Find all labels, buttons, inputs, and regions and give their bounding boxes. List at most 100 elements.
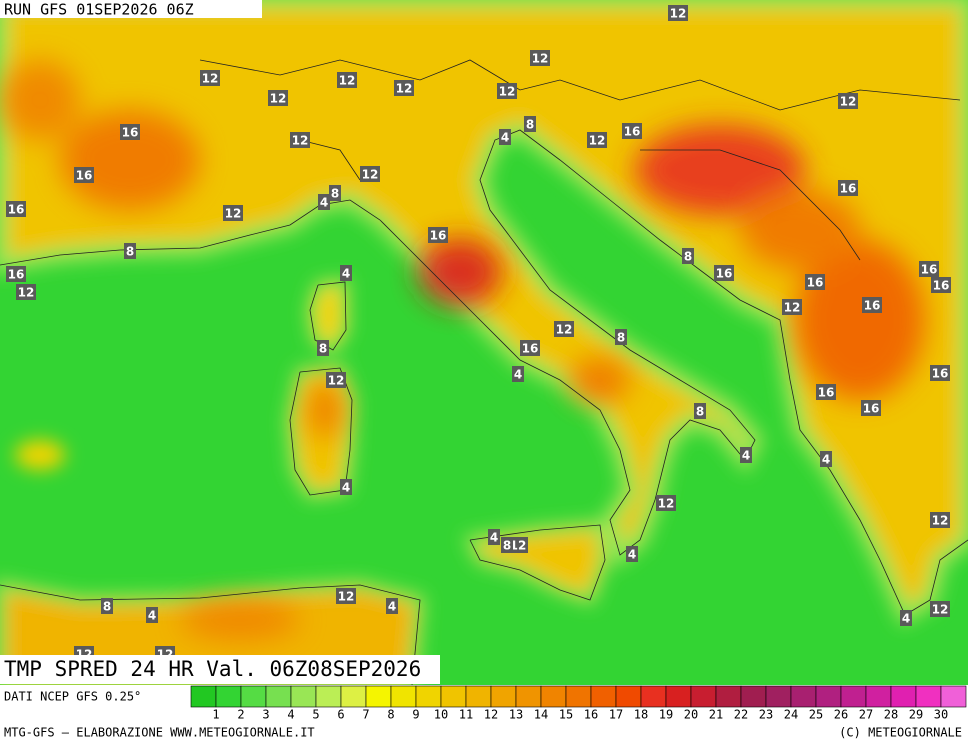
contour-label-box: [268, 90, 288, 106]
contour-label: 12: [589, 134, 606, 148]
contour-label: 4: [320, 196, 328, 210]
contour-label-box: [682, 248, 694, 264]
contour-label: 8: [503, 539, 511, 553]
contour-label-box: [16, 284, 36, 300]
contour-label: 8: [331, 187, 339, 201]
contour-label-box: [930, 512, 950, 528]
contour-label-box: [524, 116, 536, 132]
contour-label: 12: [932, 603, 949, 617]
contour-label-box: [512, 366, 524, 382]
colorbar-swatch: [465, 685, 492, 708]
run-label: RUN GFS 01SEP2026 06Z: [4, 1, 194, 19]
contour-label: 4: [822, 453, 830, 467]
colorbar-label: 15: [559, 708, 573, 722]
contour-label: 12: [362, 168, 379, 182]
colorbar-swatch: [865, 685, 892, 708]
contour-label-box: [816, 384, 836, 400]
contour-label-box: [326, 372, 346, 388]
colorbar-swatch: [390, 685, 417, 708]
contour-label-box: [919, 261, 939, 277]
colorbar-swatch: [890, 685, 917, 708]
contour-label: 8: [617, 331, 625, 345]
colorbar-swatch: [290, 685, 317, 708]
contour-label-box: [861, 400, 881, 416]
contour-label-box: [340, 265, 352, 281]
footer-right: (C) METEOGIORNALE: [839, 726, 962, 740]
colorbar-swatch: [365, 685, 392, 708]
colorbar-swatch: [740, 685, 767, 708]
contour-label-box: [318, 194, 330, 210]
contour-label-box: [626, 546, 638, 562]
contour-label: 16: [807, 276, 824, 290]
title-box: [0, 655, 440, 684]
contour-label: 8: [526, 118, 534, 132]
colorbar-label: 9: [412, 708, 419, 722]
colorbar-swatch: [765, 685, 792, 708]
colorbar-swatch: [190, 685, 217, 708]
hot-area: [570, 358, 630, 402]
contour-label-box: [862, 297, 882, 313]
contour-label-box: [838, 93, 858, 109]
colorbar-swatch: [690, 685, 717, 708]
colorbar-swatch: [540, 685, 567, 708]
contour-label-box: [223, 205, 243, 221]
contour-label-box: [714, 265, 734, 281]
contour-label: 4: [342, 481, 350, 495]
contour-label-box: [930, 601, 950, 617]
contour-label-box: [74, 167, 94, 183]
contour-label: 12: [339, 74, 356, 88]
contour-label-box: [428, 227, 448, 243]
colorbar-swatch: [615, 685, 642, 708]
colorbar-swatch: [815, 685, 842, 708]
colorbar-swatch: [565, 685, 592, 708]
islet: [15, 440, 65, 470]
colorbar-label: 18: [634, 708, 648, 722]
colorbar-label: 12: [484, 708, 498, 722]
contour-label: 4: [501, 131, 509, 145]
hot-area: [740, 190, 860, 270]
contour-label-box: [530, 50, 550, 66]
colorbar-swatch: [440, 685, 467, 708]
colorbar-swatch: [590, 685, 617, 708]
colorbar-swatch: [415, 685, 442, 708]
colorbar: 1 2 3 4 5 6 7 8 9 10 11 12 13 14 15 16 17 18 19 20 21 22 23 24 2…: [190, 685, 967, 722]
colorbar-swatch: [215, 685, 242, 708]
colorbar-label: 17: [609, 708, 623, 722]
contour-label: 12: [658, 497, 675, 511]
colorbar-label: 24: [784, 708, 798, 722]
contour-label: 4: [514, 368, 522, 382]
contour-label-box: [386, 598, 398, 614]
colorbar-label: 1: [212, 708, 219, 722]
contour-label: 12: [784, 301, 801, 315]
contour-label: 16: [818, 386, 835, 400]
contour-label-box: [668, 5, 688, 21]
hot-area: [418, 238, 502, 306]
contour-label: 12: [225, 207, 242, 221]
contour-label-box: [101, 598, 113, 614]
contour-label-box: [694, 403, 706, 419]
contour-label: 4: [388, 600, 396, 614]
colorbar-swatch: [315, 685, 342, 708]
contour-label: 16: [8, 268, 25, 282]
contour-label: 12: [840, 95, 857, 109]
contour-label: 4: [628, 548, 636, 562]
field: [0, 0, 968, 690]
contour-label: 12: [328, 374, 345, 388]
contour-label: 12: [556, 323, 573, 337]
contour-label-box: [782, 299, 802, 315]
colorbar-swatch: [840, 685, 867, 708]
contour-label: 12: [270, 92, 287, 106]
contour-label-box: [497, 83, 517, 99]
contour-label: 12: [932, 514, 949, 528]
contour-label-box: [360, 166, 380, 182]
contour-label-box: [520, 340, 540, 356]
colorbar-label: 21: [709, 708, 723, 722]
contour-label: 16: [522, 342, 539, 356]
contour-label-box: [499, 129, 511, 145]
contour-label: 12: [499, 85, 516, 99]
colorbar-label: 3: [262, 708, 269, 722]
contour-label-box: [317, 340, 329, 356]
contour-label: 12: [202, 72, 219, 86]
colorbar-label: 2: [237, 708, 244, 722]
